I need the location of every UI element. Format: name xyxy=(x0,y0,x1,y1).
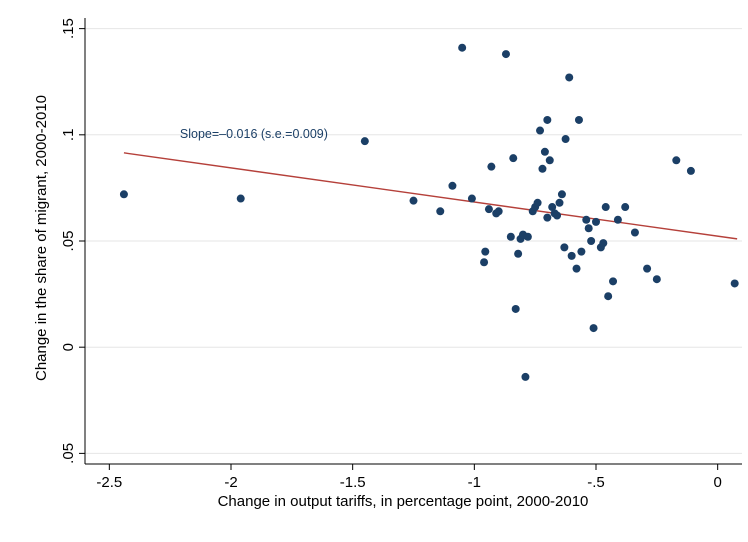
data-point xyxy=(599,239,608,248)
data-point xyxy=(652,275,661,284)
y-tick-label: .05 xyxy=(60,231,77,252)
data-point xyxy=(587,237,596,245)
data-point xyxy=(643,264,652,273)
data-point xyxy=(514,249,523,258)
data-point xyxy=(548,203,557,212)
slope-annotation: Slope=–0.016 (s.e.=0.009) xyxy=(180,127,328,141)
data-point xyxy=(565,73,574,82)
data-point xyxy=(543,213,552,222)
data-point xyxy=(604,292,613,301)
data-point xyxy=(521,372,530,381)
data-point xyxy=(545,156,554,165)
data-point xyxy=(557,190,566,199)
data-point xyxy=(543,115,552,124)
data-point xyxy=(609,277,618,286)
data-point xyxy=(589,324,598,333)
data-point xyxy=(621,203,630,212)
data-point xyxy=(467,194,476,203)
data-point xyxy=(574,115,583,124)
data-point xyxy=(119,190,128,199)
grid-lines xyxy=(85,28,742,454)
x-tick-label: -2.5 xyxy=(96,474,122,491)
x-tick-label: 0 xyxy=(713,474,721,491)
data-point xyxy=(672,156,681,165)
data-point xyxy=(584,224,593,233)
x-tick-label: -2 xyxy=(224,474,237,491)
data-point xyxy=(572,264,581,273)
fit-line xyxy=(123,152,738,240)
x-tick-label: -1 xyxy=(468,474,481,491)
data-point xyxy=(730,279,739,288)
y-tick-label: .15 xyxy=(60,18,77,39)
data-point xyxy=(487,162,496,171)
x-tick-label: -.5 xyxy=(587,474,605,491)
data-point xyxy=(484,205,493,214)
data-point xyxy=(480,258,489,267)
data-point xyxy=(613,215,622,224)
data-point xyxy=(533,198,542,207)
data-point xyxy=(536,126,545,135)
data-point xyxy=(630,228,639,237)
x-axis-title: Change in output tariffs, in percentage … xyxy=(218,493,589,510)
x-tick-label: -1.5 xyxy=(340,474,366,491)
data-point xyxy=(582,215,591,224)
data-point xyxy=(567,251,576,260)
data-point xyxy=(577,247,586,256)
data-point xyxy=(236,194,245,203)
data-point xyxy=(448,181,457,190)
data-points xyxy=(119,43,739,381)
y-axis-ticks: .05 0 .05 .1 .15 xyxy=(60,18,85,464)
data-point xyxy=(409,196,418,205)
y-tick-label: .1 xyxy=(60,129,77,142)
data-point xyxy=(686,166,695,175)
data-point xyxy=(560,243,569,252)
data-point xyxy=(592,217,600,226)
y-axis-title: Change in the share of migrant, 2000-201… xyxy=(33,95,50,381)
data-point xyxy=(506,232,515,241)
data-point xyxy=(555,198,564,207)
data-point xyxy=(360,137,369,146)
y-tick-label: .05 xyxy=(60,443,77,464)
data-point xyxy=(481,247,490,256)
y-tick-label: 0 xyxy=(60,343,77,351)
data-point xyxy=(540,147,549,156)
data-point xyxy=(538,164,547,173)
x-axis-ticks: -2.5 -2 -1.5 -1 -.5 0 xyxy=(96,464,722,491)
data-point xyxy=(561,135,570,144)
data-point xyxy=(601,203,610,212)
data-point xyxy=(494,207,503,216)
data-point xyxy=(501,50,510,59)
data-point xyxy=(553,211,562,220)
data-point xyxy=(458,43,467,52)
data-point xyxy=(509,154,518,163)
data-point xyxy=(436,207,445,216)
data-point xyxy=(523,232,532,241)
data-point xyxy=(511,304,520,313)
